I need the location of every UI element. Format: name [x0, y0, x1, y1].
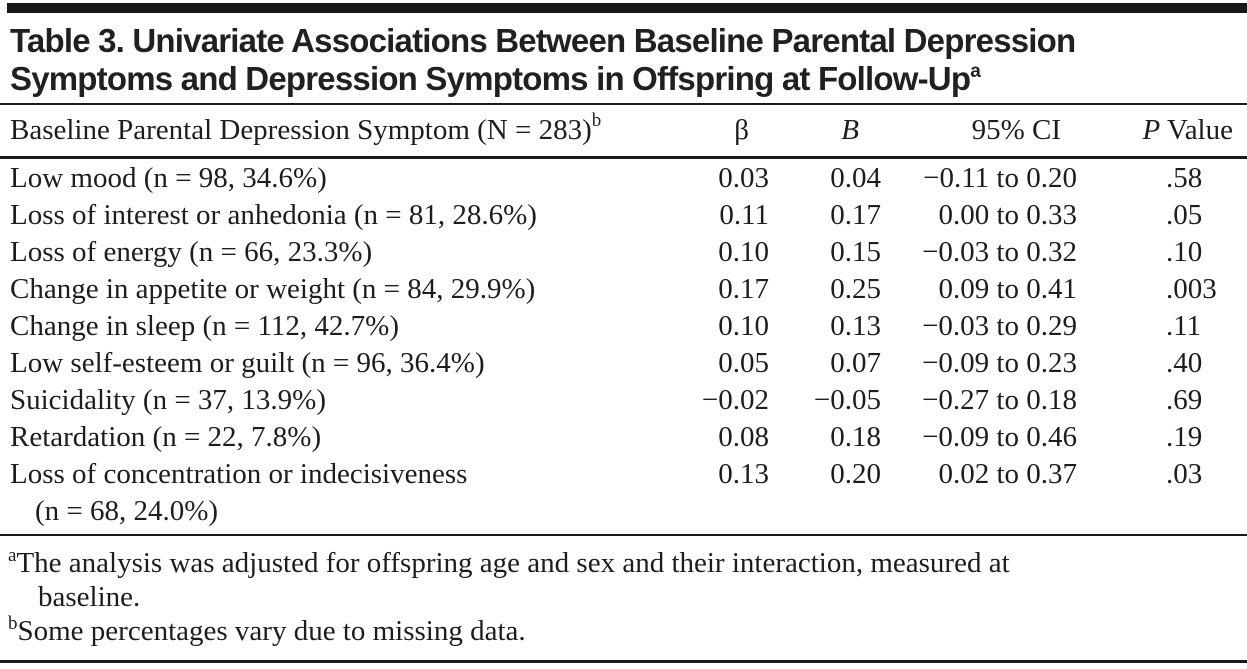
cell-beta: 0.13: [718, 458, 769, 490]
cell-beta: 0.08: [718, 421, 769, 453]
header-p-italic: P: [1142, 114, 1161, 146]
cell-ci: −0.09 to 0.23: [922, 347, 1077, 379]
header-beta: β: [734, 114, 749, 146]
footnotes: aThe analysis was adjusted for offspring…: [0, 536, 1247, 657]
cell-ci: 0.00 to 0.33: [938, 199, 1077, 231]
cell-ci: 0.09 to 0.41: [938, 273, 1077, 305]
cell-beta: 0.11: [719, 199, 769, 231]
footnote-b-marker: b: [8, 613, 18, 634]
cell-b: −0.05: [813, 384, 881, 416]
header-symptom: Baseline Parental Depression Symptom (N …: [0, 110, 669, 149]
cell-p: .40: [1166, 347, 1203, 379]
cell-p: .003: [1166, 273, 1217, 305]
cell-b: 0.17: [830, 199, 881, 231]
cell-ci: −0.27 to 0.18: [922, 384, 1077, 416]
footnote-b-line1: bSome percentages vary due to missing da…: [8, 614, 1247, 648]
cell-beta: 0.03: [718, 162, 769, 194]
cell-beta: 0.10: [718, 236, 769, 268]
bottom-rule: [0, 660, 1247, 663]
top-rule: [7, 3, 1247, 13]
table-title: Table 3. Univariate Associations Between…: [0, 13, 1247, 103]
table-body: Low mood (n = 98, 34.6%) 0.03 0.04 −0.11…: [0, 159, 1247, 534]
footnote-a-text: The analysis was adjusted for offspring …: [16, 547, 1010, 579]
table-row: Change in sleep (n = 112, 42.7%) 0.10 0.…: [0, 308, 1247, 345]
cell-symptom: Loss of interest or anhedonia (n = 81, 2…: [10, 199, 537, 231]
cell-symptom: Low self-esteem or guilt (n = 96, 36.4%): [10, 347, 485, 379]
cell-p: .10: [1166, 236, 1203, 268]
cell-ci: −0.03 to 0.32: [922, 236, 1077, 268]
table-header-row: Baseline Parental Depression Symptom (N …: [0, 105, 1247, 156]
cell-b: 0.04: [830, 162, 881, 194]
table-title-line1: Table 3. Univariate Associations Between…: [10, 22, 1076, 59]
header-b: B: [841, 114, 859, 146]
cell-beta: 0.10: [718, 310, 769, 342]
table-row: Retardation (n = 22, 7.8%) 0.08 0.18 −0.…: [0, 419, 1247, 456]
cell-p: .05: [1166, 199, 1203, 231]
header-ci: 95% CI: [971, 114, 1061, 146]
table-row: Loss of concentration or indecisiveness (…: [0, 456, 1247, 530]
cell-b: 0.15: [830, 236, 881, 268]
footnote-a-line1: aThe analysis was adjusted for offspring…: [8, 546, 1247, 580]
table-row: Low self-esteem or guilt (n = 96, 36.4%)…: [0, 345, 1247, 382]
footnote-b-text: Some percentages vary due to missing dat…: [17, 615, 526, 647]
table-row: Loss of energy (n = 66, 23.3%) 0.10 0.15…: [0, 234, 1247, 271]
rule-above-footnotes: [0, 534, 1247, 536]
title-footnote-marker: a: [970, 61, 981, 82]
cell-symptom: Suicidality (n = 37, 13.9%): [10, 384, 326, 416]
cell-beta: −0.02: [701, 384, 769, 416]
cell-ci: −0.11 to 0.20: [923, 162, 1077, 194]
cell-b: 0.20: [830, 458, 881, 490]
header-p-rest: Value: [1160, 114, 1233, 146]
header-symptom-text: Baseline Parental Depression Symptom (N …: [10, 114, 592, 146]
cell-symptom: Loss of energy (n = 66, 23.3%): [10, 236, 373, 268]
cell-beta: 0.05: [718, 347, 769, 379]
paper-table-page: Table 3. Univariate Associations Between…: [0, 3, 1247, 669]
cell-symptom: Retardation (n = 22, 7.8%): [10, 421, 322, 453]
cell-p: .58: [1166, 162, 1203, 194]
cell-b: 0.07: [830, 347, 881, 379]
header-footnote-marker: b: [591, 110, 602, 131]
cell-beta: 0.17: [718, 273, 769, 305]
table-title-line2: Symptoms and Depression Symptoms in Offs…: [10, 60, 1247, 98]
footnote-a-marker: a: [8, 545, 17, 566]
cell-ci: −0.09 to 0.46: [922, 421, 1077, 453]
rule-below-header: [0, 156, 1247, 159]
cell-b: 0.18: [830, 421, 881, 453]
cell-symptom-line2: (n = 68, 24.0%): [35, 495, 219, 527]
cell-symptom: Change in appetite or weight (n = 84, 29…: [10, 273, 536, 305]
table-row: Low mood (n = 98, 34.6%) 0.03 0.04 −0.11…: [0, 160, 1247, 197]
cell-b: 0.13: [830, 310, 881, 342]
cell-ci: 0.02 to 0.37: [938, 458, 1077, 490]
cell-p: .03: [1166, 458, 1203, 490]
table-title-line2-text: Symptoms and Depression Symptoms in Offs…: [10, 60, 971, 97]
cell-p: .69: [1166, 384, 1203, 416]
cell-symptom: Loss of concentration or indecisiveness (…: [0, 456, 669, 530]
header-p-value: P Value: [1077, 112, 1247, 149]
cell-b: 0.25: [830, 273, 881, 305]
cell-symptom: Change in sleep (n = 112, 42.7%): [10, 310, 399, 342]
table-row: Change in appetite or weight (n = 84, 29…: [0, 271, 1247, 308]
table-row: Loss of interest or anhedonia (n = 81, 2…: [0, 197, 1247, 234]
cell-symptom-line1: Loss of concentration or indecisiveness: [10, 458, 468, 490]
table-row: Suicidality (n = 37, 13.9%) −0.02 −0.05 …: [0, 382, 1247, 419]
rule-below-title: [0, 103, 1247, 105]
cell-symptom: Low mood (n = 98, 34.6%): [10, 162, 327, 194]
cell-ci: −0.03 to 0.29: [922, 310, 1077, 342]
footnote-a-line2: baseline.: [38, 581, 141, 613]
cell-p: .11: [1166, 310, 1202, 342]
cell-p: .19: [1166, 421, 1203, 453]
